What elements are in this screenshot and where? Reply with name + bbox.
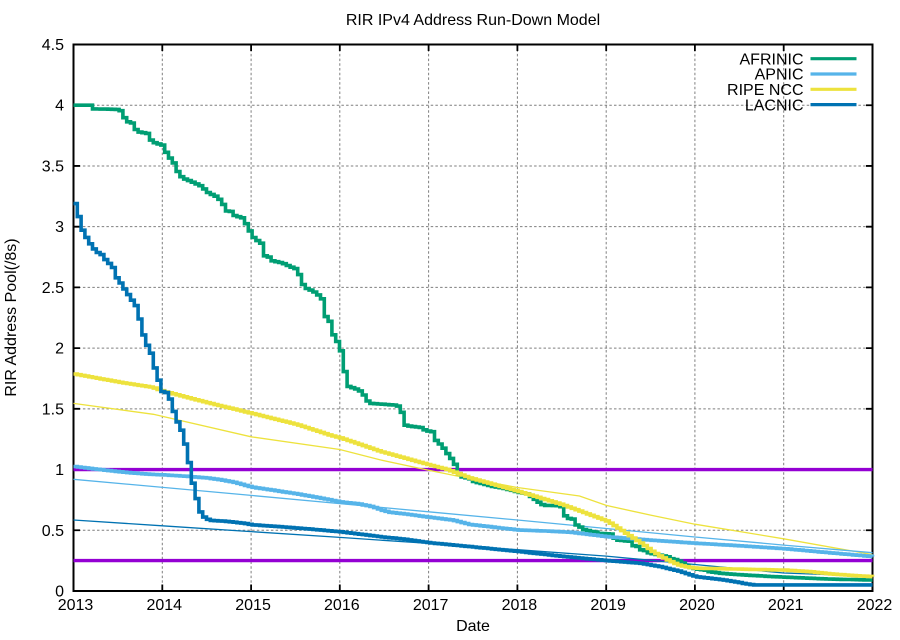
svg-text:2.5: 2.5 [42,280,64,297]
svg-text:4: 4 [55,98,64,115]
svg-text:2022: 2022 [857,597,893,614]
svg-text:3.5: 3.5 [42,158,64,175]
svg-text:RIR IPv4 Address Run-Down Mode: RIR IPv4 Address Run-Down Model [346,12,600,29]
svg-text:2018: 2018 [502,597,538,614]
svg-text:Date: Date [456,618,490,635]
svg-text:APNIC: APNIC [755,67,804,84]
svg-text:3: 3 [55,219,64,236]
svg-text:2020: 2020 [679,597,715,614]
svg-text:0: 0 [55,584,64,601]
svg-text:RIR Address Pool(/8s): RIR Address Pool(/8s) [3,238,20,396]
svg-text:1.5: 1.5 [42,401,64,418]
svg-text:2015: 2015 [235,597,271,614]
svg-text:2016: 2016 [324,597,360,614]
svg-text:2019: 2019 [590,597,626,614]
svg-text:AFRINIC: AFRINIC [740,51,804,68]
svg-text:2013: 2013 [58,597,94,614]
svg-text:RIPE NCC: RIPE NCC [727,82,803,99]
svg-text:2017: 2017 [413,597,449,614]
svg-text:4.5: 4.5 [42,37,64,54]
svg-text:0.5: 0.5 [42,523,64,540]
svg-text:2021: 2021 [768,597,804,614]
svg-text:LACNIC: LACNIC [745,97,804,114]
svg-text:2014: 2014 [146,597,182,614]
svg-text:2: 2 [55,341,64,358]
svg-text:1: 1 [55,462,64,479]
